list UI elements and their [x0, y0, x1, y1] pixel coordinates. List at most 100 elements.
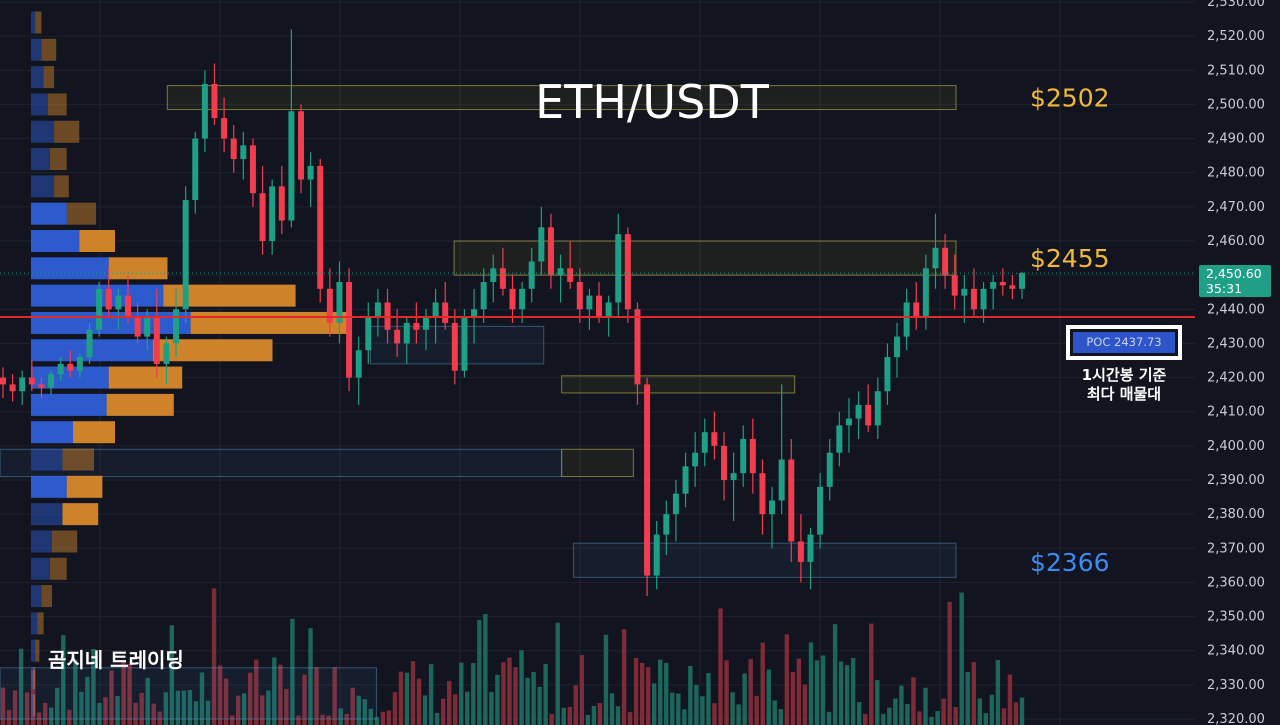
volume-profile-buy-bar: [31, 585, 42, 608]
y-tick-label: 2,490.00: [1207, 132, 1265, 147]
volume-bar: [929, 716, 934, 725]
volume-profile-buy-bar: [31, 393, 107, 416]
volume-bar: [573, 685, 579, 725]
volume-profile-sell-bar: [54, 175, 69, 198]
volume-bar: [85, 676, 90, 725]
candle-body: [692, 452, 699, 467]
volume-bar: [1001, 708, 1007, 725]
volume-bar: [718, 608, 723, 725]
candle-body: [538, 227, 545, 262]
candle-body: [374, 302, 381, 317]
volume-profile: [31, 11, 349, 717]
volume-bar: [615, 706, 621, 725]
volume-bar: [682, 709, 687, 725]
candle-body: [192, 138, 199, 201]
volume-bar: [79, 691, 84, 725]
candle-body: [240, 145, 247, 160]
volume-profile-buy-bar: [31, 530, 52, 553]
y-tick-label: 2,410.00: [1207, 405, 1265, 420]
poc-annotation-line1: 1시간봉 기준: [1081, 366, 1167, 384]
volume-bar: [338, 708, 343, 725]
candle-body: [259, 193, 266, 241]
volume-bar: [465, 691, 470, 725]
candle-body: [788, 459, 795, 542]
y-tick-label: 2,340.00: [1207, 644, 1265, 659]
candle-body: [519, 288, 526, 310]
volume-bar: [585, 714, 591, 725]
candle-body: [201, 83, 208, 139]
volume-bar: [483, 614, 488, 725]
y-tick-label: 2,390.00: [1207, 473, 1265, 488]
candle-body: [249, 145, 256, 194]
candle-body: [605, 302, 612, 317]
candle-body: [144, 316, 151, 337]
volume-bar: [989, 694, 995, 725]
volume-bar: [404, 672, 410, 725]
candle-body: [682, 466, 689, 494]
candle-body: [346, 281, 353, 378]
volume-bar: [115, 695, 120, 725]
volume-bar: [844, 665, 850, 725]
level-label: $2366: [1030, 548, 1110, 577]
volume-bar: [121, 661, 126, 725]
volume-bar: [151, 703, 156, 725]
volume-profile-sell-bar: [62, 503, 99, 526]
volume-bar: [428, 664, 434, 725]
volume-profile-buy-bar: [31, 257, 109, 280]
volume-bar: [603, 634, 609, 725]
volume-profile-sell-bar: [41, 585, 52, 608]
volume-profile-buy-bar: [31, 612, 38, 635]
volume-bar: [633, 657, 639, 725]
y-tick-label: 2,470.00: [1207, 200, 1265, 215]
volume-profile-buy-bar: [31, 639, 36, 662]
candle-body: [874, 391, 881, 426]
volume-bar: [272, 657, 277, 725]
volume-bar: [43, 702, 48, 725]
candle-body: [230, 138, 237, 160]
volume-profile-sell-bar: [49, 148, 67, 171]
volume-bar: [947, 601, 952, 725]
volume-bar: [658, 659, 663, 725]
volume-bar: [489, 692, 494, 725]
candle-body: [451, 322, 458, 371]
volume-bar: [875, 680, 880, 725]
volume-profile-buy-bar: [31, 667, 34, 690]
y-tick-label: 2,510.00: [1207, 63, 1265, 78]
candle-body: [778, 459, 785, 501]
volume-bar: [766, 669, 771, 725]
candle-body: [9, 384, 16, 392]
candle-body: [576, 281, 583, 310]
volume-bar: [651, 683, 657, 725]
volume-profile-buy-bar: [31, 694, 34, 717]
candle-body: [96, 288, 103, 330]
candlestick-series: [0, 29, 1025, 597]
volume-bar: [205, 700, 211, 725]
candle-body: [845, 418, 852, 426]
volume-bar: [67, 709, 72, 725]
volume-bar: [91, 648, 96, 725]
poc-annotation: 1시간봉 기준 최다 매물대: [1066, 366, 1182, 404]
volume-bar: [543, 664, 548, 725]
volume-bar: [736, 704, 741, 725]
level-label: $2502: [1030, 84, 1110, 113]
candle-body: [211, 83, 218, 119]
candle-body: [922, 268, 929, 317]
candle-body: [298, 111, 305, 180]
volume-bar: [332, 667, 337, 725]
candle-body: [461, 316, 468, 371]
candle-body: [836, 425, 843, 453]
volume-bar: [664, 662, 669, 725]
volume-bar: [133, 702, 138, 725]
volume-profile-sell-bar: [54, 120, 80, 143]
volume-bar: [1019, 697, 1025, 725]
volume-bar: [61, 635, 66, 725]
volume-bar: [591, 705, 597, 725]
volume-profile-buy-bar: [31, 311, 191, 334]
volume-bar: [531, 671, 536, 725]
volume-profile-sell-bar: [106, 393, 174, 416]
volume-bar: [537, 686, 542, 725]
volume-bar: [18, 648, 24, 725]
candle-body: [557, 268, 564, 276]
volume-bar: [73, 659, 78, 725]
